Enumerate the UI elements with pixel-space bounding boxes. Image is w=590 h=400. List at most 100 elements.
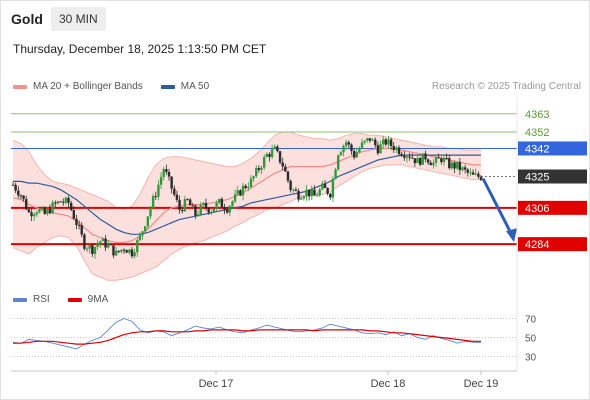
- candle-body: [215, 202, 218, 209]
- candle-body: [448, 158, 451, 169]
- candle-body: [207, 208, 210, 213]
- candle-body: [120, 249, 123, 252]
- legend-label: MA 50: [180, 81, 210, 92]
- candle-body: [32, 214, 36, 217]
- candle-body: [347, 142, 350, 145]
- candle-body: [51, 202, 54, 214]
- candle-body: [252, 176, 255, 179]
- candle-body: [178, 199, 181, 211]
- candle-body: [403, 155, 406, 158]
- candle-body: [151, 196, 155, 208]
- candle-body: [289, 180, 292, 190]
- candle-body: [14, 184, 17, 191]
- candle-body: [241, 185, 245, 196]
- candle-body: [397, 147, 401, 155]
- candle-body: [247, 187, 250, 189]
- candle-body: [453, 162, 456, 169]
- candle-body: [437, 157, 440, 159]
- main-legend: MA 20 + Bollinger Bands MA 50: [13, 81, 221, 92]
- candle-body: [38, 209, 41, 213]
- candle-body: [442, 157, 446, 163]
- candle-body: [204, 202, 208, 209]
- candle-body: [191, 205, 194, 207]
- x-tick-label: Dec 17: [199, 378, 234, 390]
- candle-body: [11, 184, 15, 186]
- candle-body: [162, 169, 165, 177]
- x-tick-label: Dec 18: [371, 378, 406, 390]
- rsi-tick-label: 50: [525, 334, 537, 345]
- candle-body: [255, 168, 258, 177]
- candle-body: [307, 189, 311, 197]
- copyright-notice: Research © 2025 Trading Central: [431, 81, 581, 92]
- candle-body: [220, 198, 224, 208]
- timeframe-button[interactable]: 30 MIN: [51, 7, 106, 31]
- candle-body: [331, 178, 335, 198]
- candle-body: [181, 210, 184, 212]
- candle-body: [130, 249, 134, 257]
- candle-body: [305, 189, 308, 197]
- legend-9ma: 9MA: [67, 294, 108, 305]
- candle-body: [440, 158, 443, 163]
- candle-body: [368, 138, 372, 141]
- candle-body: [146, 216, 150, 227]
- level-label-4284: 4284: [525, 239, 549, 251]
- candle-body: [426, 159, 430, 163]
- candle-body: [445, 157, 448, 159]
- candle-body: [408, 156, 411, 158]
- candle-body: [244, 185, 247, 189]
- candle-body: [194, 205, 197, 216]
- candle-body: [273, 146, 276, 150]
- candle-body: [22, 195, 25, 200]
- candle-body: [363, 140, 366, 143]
- candle-body: [315, 195, 319, 197]
- candle-body: [334, 169, 337, 179]
- x-tick-label: Dec 19: [464, 378, 499, 390]
- candle-body: [101, 238, 105, 242]
- candle-body: [411, 157, 414, 159]
- candle-body: [80, 225, 83, 235]
- candle-body: [210, 211, 213, 213]
- candle-body: [387, 139, 390, 145]
- candle-body: [27, 209, 31, 213]
- candle-body: [43, 207, 46, 214]
- level-label-4363: 4363: [525, 109, 549, 121]
- candle-body: [286, 171, 290, 181]
- candle-body: [72, 209, 76, 219]
- candle-body: [88, 245, 91, 249]
- candle-body: [294, 189, 298, 191]
- candle-body: [30, 212, 33, 217]
- candle-body: [405, 156, 409, 158]
- candle-body: [376, 145, 380, 154]
- candle-body: [138, 235, 142, 241]
- candle-body: [196, 214, 200, 216]
- candle-body: [366, 138, 369, 141]
- candle-body: [400, 154, 403, 156]
- candle-body: [225, 209, 229, 213]
- candle-body: [17, 190, 20, 196]
- candle-body: [159, 176, 163, 185]
- candle-body: [69, 202, 73, 210]
- candle-body: [339, 152, 343, 156]
- candle-body: [292, 189, 295, 191]
- forecast-arrow-head: [506, 228, 517, 243]
- candle-body: [25, 199, 28, 210]
- forecast-arrow-shaft: [481, 177, 514, 236]
- candle-body: [165, 169, 168, 173]
- candle-body: [54, 202, 57, 204]
- candle-body: [350, 144, 353, 151]
- rsi-tick-label: 30: [525, 353, 537, 364]
- candle-body: [310, 189, 313, 197]
- candle-body: [106, 244, 110, 248]
- candle-body: [186, 199, 189, 201]
- candle-body: [421, 153, 425, 165]
- candle-body: [233, 194, 237, 202]
- candle-body: [199, 204, 202, 215]
- candle-body: [432, 162, 435, 166]
- candle-body: [381, 139, 385, 145]
- candle-body: [469, 172, 472, 174]
- level-label-4342: 4342: [525, 143, 549, 155]
- candle-body: [413, 158, 417, 164]
- candle-body: [122, 249, 126, 251]
- candle-body: [461, 167, 464, 171]
